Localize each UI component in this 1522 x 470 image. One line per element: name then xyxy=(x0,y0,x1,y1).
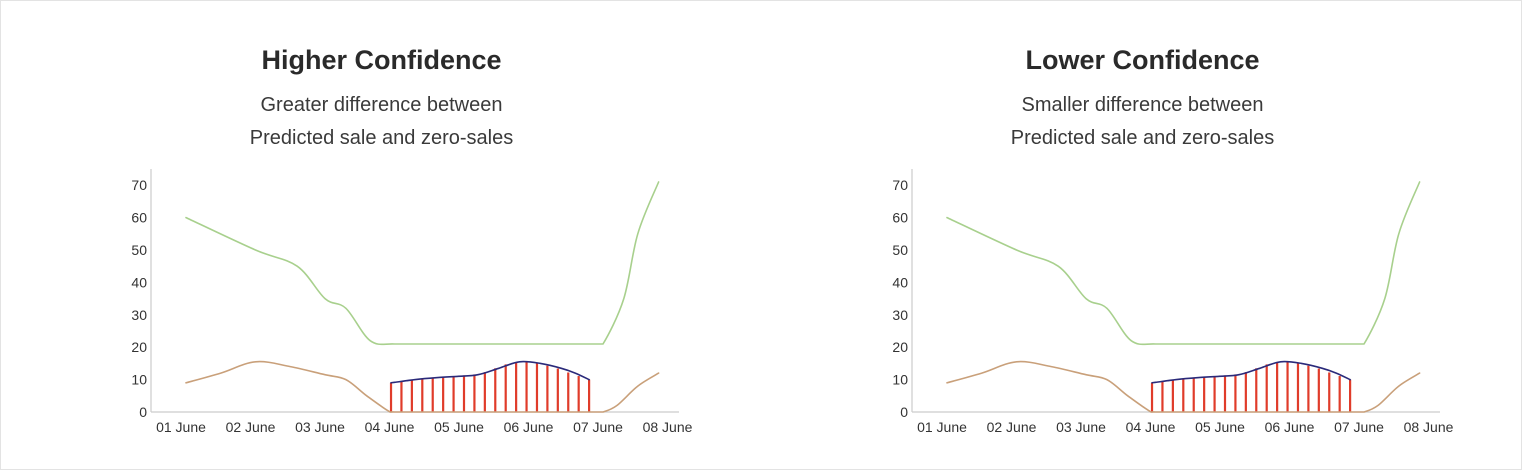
x-tick-label: 03 June xyxy=(1056,419,1106,435)
y-tick-label: 10 xyxy=(892,372,908,388)
x-tick-label: 08 June xyxy=(1404,419,1454,435)
x-tick-label: 08 June xyxy=(643,419,693,435)
y-tick-label: 70 xyxy=(892,177,908,193)
x-tick-label: 04 June xyxy=(1126,419,1176,435)
chart-subtitle-line-2: Predicted sale and zero-sales xyxy=(249,127,514,149)
x-tick-label: 04 June xyxy=(365,419,415,435)
chart-title: Lower Confidence xyxy=(1025,45,1260,75)
chart-title: Higher Confidence xyxy=(261,45,502,75)
series-line-1 xyxy=(946,181,1421,346)
y-tick-label: 20 xyxy=(131,339,147,355)
y-tick-label: 60 xyxy=(892,210,908,226)
x-tick-label: 02 June xyxy=(226,419,276,435)
y-tick-label: 40 xyxy=(131,274,147,290)
series-line-1 xyxy=(185,181,660,346)
chart-panel-lower-confidence: Lower Confidence Smaller difference betw… xyxy=(762,1,1522,469)
x-tick-label: 06 June xyxy=(1265,419,1315,435)
x-tick-label: 01 June xyxy=(156,419,206,435)
y-tick-label: 20 xyxy=(892,339,908,355)
y-tick-label: 50 xyxy=(131,242,147,258)
x-tick-label: 01 June xyxy=(917,419,967,435)
x-tick-label: 07 June xyxy=(573,419,623,435)
chart-subtitle-line-1: Smaller difference between xyxy=(1021,94,1264,116)
y-tick-label: 50 xyxy=(892,242,908,258)
y-tick-label: 60 xyxy=(131,210,147,226)
y-tick-label: 70 xyxy=(131,177,147,193)
x-tick-label: 07 June xyxy=(1334,419,1384,435)
y-tick-label: 0 xyxy=(139,404,147,420)
y-tick-label: 0 xyxy=(900,404,908,420)
series-line-2 xyxy=(946,360,1421,413)
x-tick-label: 05 June xyxy=(434,419,484,435)
y-tick-label: 40 xyxy=(892,274,908,290)
y-tick-label: 30 xyxy=(892,307,908,323)
series-line-3 xyxy=(390,360,590,384)
series-line-3 xyxy=(1151,360,1351,384)
y-tick-label: 10 xyxy=(131,372,147,388)
x-tick-label: 06 June xyxy=(504,419,554,435)
y-tick-label: 30 xyxy=(131,307,147,323)
x-tick-label: 05 June xyxy=(1195,419,1245,435)
chart-subtitle-line-1: Greater difference between xyxy=(260,94,503,116)
line-chart-higher-confidence: 0 10 20 30 40 50 60 70 01 June 02 June 03 June 04 J… xyxy=(131,169,693,435)
series-line-2 xyxy=(185,360,660,413)
line-chart-lower-confidence: 0 10 20 30 40 50 60 70 01 June 02 June 03 June 04 J… xyxy=(892,169,1454,435)
chart-subtitle-line-2: Predicted sale and zero-sales xyxy=(1010,127,1275,149)
x-tick-label: 02 June xyxy=(987,419,1037,435)
x-tick-label: 03 June xyxy=(295,419,345,435)
chart-panel-higher-confidence: Higher Confidence Greater difference bet… xyxy=(1,1,762,469)
